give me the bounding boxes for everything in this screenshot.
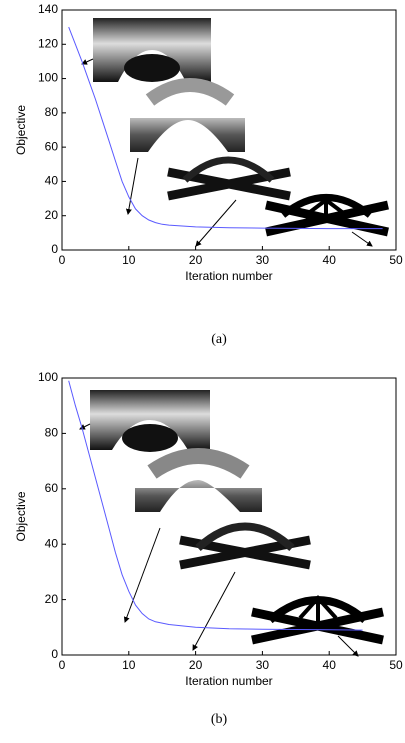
inset-images [80,390,383,656]
x-axis-label: Iteration number [185,269,272,283]
y-axis-label: Objective [14,491,28,541]
x-tick-label: 30 [256,658,270,672]
caption: (a) [211,332,227,347]
x-tick-label: 20 [189,253,203,267]
x-tick-label: 50 [389,253,403,267]
x-tick-label: 20 [189,658,203,672]
x-tick-label: 50 [389,658,403,672]
figure: 02040608010012014001020304050Iteration n… [0,0,405,738]
x-tick-label: 40 [323,253,337,267]
y-tick-label: 100 [38,71,58,85]
x-tick-label: 10 [122,658,136,672]
x-tick-label: 0 [59,658,66,672]
y-axis-label: Objective [14,105,28,155]
y-tick-label: 60 [45,481,59,495]
y-tick-label: 140 [38,2,58,16]
y-tick-label: 40 [45,174,59,188]
y-tick-label: 20 [45,592,59,606]
x-tick-label: 40 [323,658,337,672]
caption: (b) [211,712,228,727]
y-tick-label: 80 [45,426,59,440]
x-tick-label: 30 [256,253,270,267]
y-tick-label: 0 [51,242,58,256]
y-tick-label: 100 [38,370,58,384]
x-axis-label: Iteration number [185,674,272,688]
y-tick-label: 120 [38,36,58,50]
x-tick-label: 0 [59,253,66,267]
inset-images [82,18,388,246]
y-tick-label: 20 [45,208,59,222]
y-tick-label: 60 [45,139,59,153]
x-tick-label: 10 [122,253,136,267]
y-tick-label: 40 [45,536,59,550]
y-tick-label: 80 [45,105,59,119]
y-tick-label: 0 [51,647,58,661]
